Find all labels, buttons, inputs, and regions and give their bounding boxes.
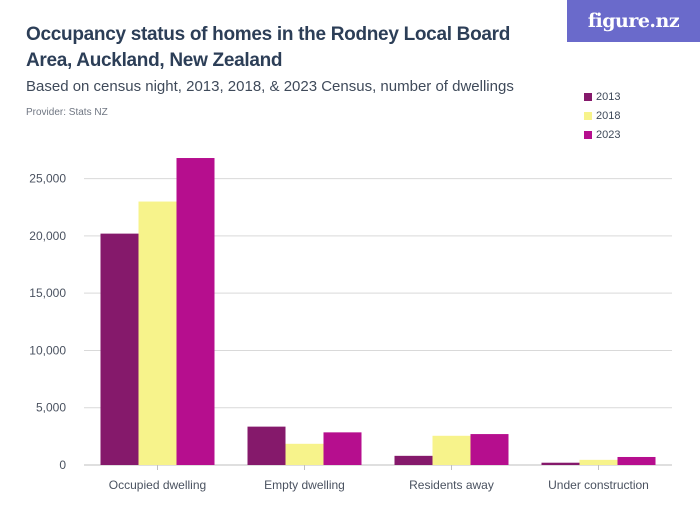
y-tick-label: 5,000: [36, 401, 66, 415]
legend-label: 2013: [596, 90, 621, 103]
legend-item: 2023: [584, 125, 620, 144]
legend-swatch: [584, 111, 592, 120]
bar: [323, 432, 362, 465]
bar: [541, 462, 580, 465]
legend-label: 2018: [596, 109, 621, 122]
x-tick-label: Empty dwelling: [264, 478, 345, 492]
bar: [247, 426, 286, 465]
bar: [138, 201, 177, 465]
chart-subtitle: Based on census night, 2013, 2018, & 202…: [26, 78, 514, 95]
chart-title: Occupancy status of homes in the Rodney …: [26, 24, 511, 71]
x-tick-label: Residents away: [409, 478, 494, 492]
bar: [285, 443, 324, 465]
legend-swatch: [584, 130, 592, 139]
y-tick-label: 0: [59, 458, 66, 472]
legend-item: 2018: [584, 106, 620, 125]
bar: [394, 455, 433, 465]
bar: [176, 158, 215, 465]
legend: 2013 2018 2023: [584, 87, 620, 144]
bar: [100, 233, 139, 465]
x-tick-label: Under construction: [548, 478, 649, 492]
y-tick-label: 10,000: [29, 343, 66, 357]
figure-nz-logo[interactable]: figure.nz: [567, 0, 700, 42]
y-tick-label: 25,000: [29, 172, 66, 186]
bar: [470, 434, 509, 465]
bar: [579, 459, 618, 465]
bar: [432, 435, 471, 465]
legend-label: 2023: [596, 128, 621, 141]
y-tick-label: 20,000: [29, 229, 66, 243]
bar: [617, 456, 656, 465]
y-tick-label: 15,000: [29, 286, 66, 300]
x-tick-label: Occupied dwelling: [109, 478, 206, 492]
legend-item: 2013: [584, 87, 620, 106]
provider-label: Provider: Stats NZ: [26, 107, 108, 118]
legend-swatch: [584, 92, 592, 101]
